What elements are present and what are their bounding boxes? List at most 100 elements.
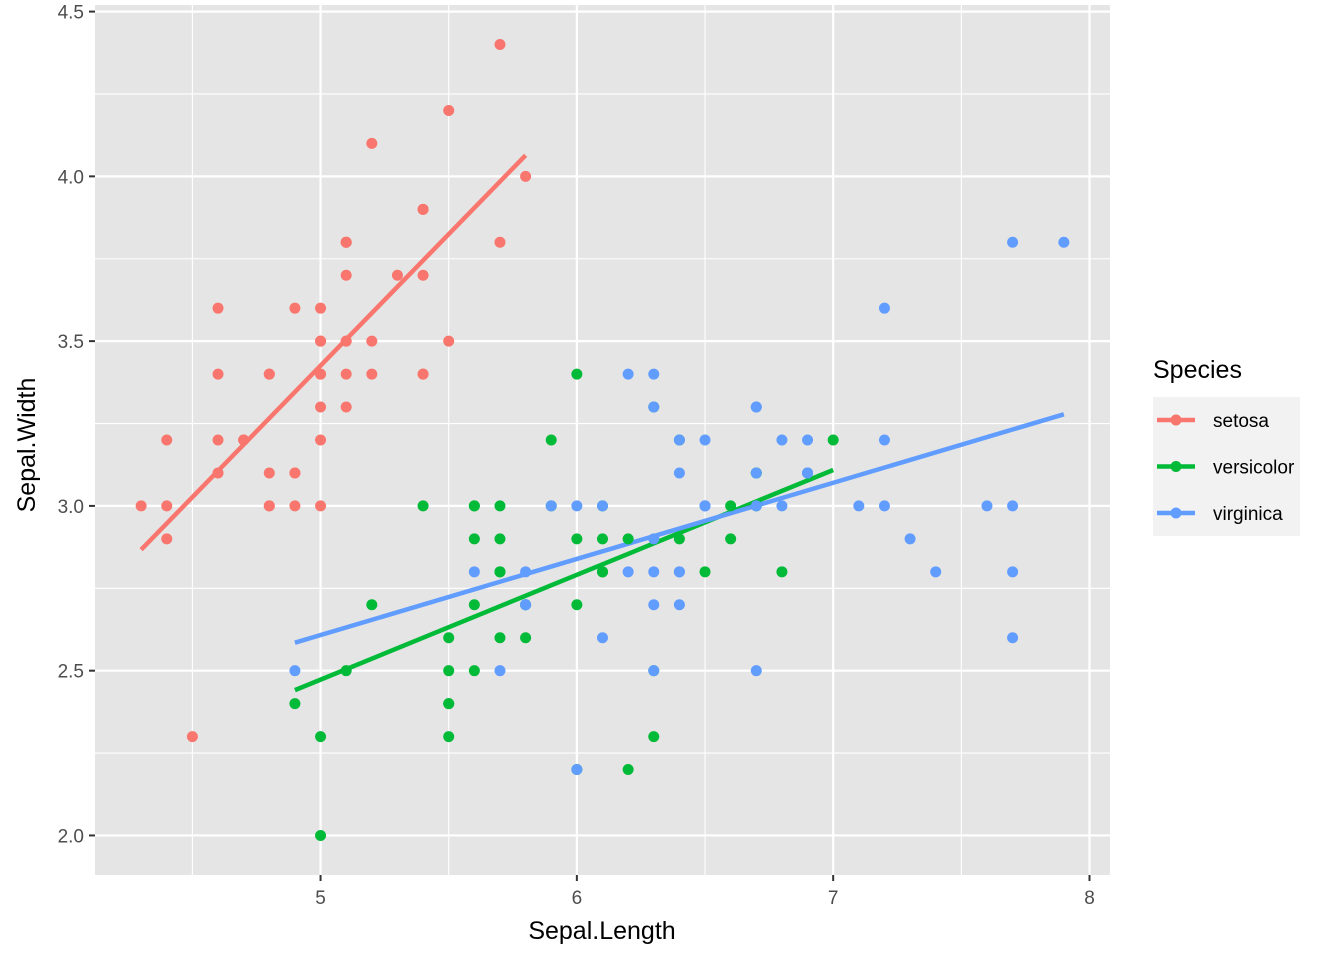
point-virginica [802, 467, 814, 479]
legend-point [1170, 507, 1182, 519]
y-tick-label: 2.0 [58, 826, 84, 847]
point-versicolor [340, 665, 352, 677]
point-virginica [648, 401, 660, 413]
point-virginica [673, 434, 685, 446]
point-versicolor [494, 533, 506, 545]
point-setosa [315, 434, 327, 446]
point-setosa [417, 203, 429, 215]
point-virginica [750, 500, 762, 512]
point-setosa [315, 302, 327, 314]
x-tick-label: 7 [828, 888, 839, 909]
point-setosa [161, 533, 173, 545]
point-setosa [417, 269, 429, 281]
point-virginica [1007, 500, 1019, 512]
point-versicolor [520, 632, 532, 644]
point-virginica [622, 566, 634, 578]
legend-item-versicolor: versicolor [1153, 443, 1295, 490]
point-versicolor [443, 632, 455, 644]
point-versicolor [417, 500, 429, 512]
point-setosa [520, 170, 532, 182]
point-setosa [161, 434, 173, 446]
point-versicolor [776, 566, 788, 578]
point-setosa [289, 467, 301, 479]
point-virginica [673, 599, 685, 611]
point-virginica [520, 599, 532, 611]
legend-title: Species [1153, 356, 1242, 384]
legend-label: setosa [1213, 411, 1269, 432]
point-setosa [315, 335, 327, 347]
point-virginica [1058, 236, 1070, 248]
point-setosa [315, 368, 327, 380]
point-virginica [673, 467, 685, 479]
point-versicolor [315, 829, 327, 841]
point-setosa [161, 500, 173, 512]
point-virginica [750, 665, 762, 677]
point-versicolor [468, 500, 480, 512]
legend-point [1170, 414, 1182, 426]
point-virginica [802, 434, 814, 446]
point-versicolor [494, 566, 506, 578]
legend-label: versicolor [1213, 458, 1295, 479]
point-setosa [135, 500, 147, 512]
point-versicolor [673, 533, 685, 545]
legend-item-virginica: virginica [1153, 490, 1283, 536]
point-versicolor [468, 599, 480, 611]
point-versicolor [725, 533, 737, 545]
point-virginica [648, 533, 660, 545]
point-versicolor [648, 731, 660, 743]
point-virginica [1007, 632, 1019, 644]
point-setosa [494, 236, 506, 248]
point-versicolor [597, 533, 608, 545]
point-setosa [366, 137, 378, 149]
point-virginica [981, 500, 993, 512]
point-setosa [212, 434, 224, 446]
point-setosa [212, 302, 224, 314]
point-versicolor [622, 533, 634, 545]
fit-line-versicolor [294, 467, 835, 693]
point-versicolor [571, 599, 583, 611]
data-points [135, 39, 1070, 841]
point-virginica [648, 368, 660, 380]
point-versicolor [597, 566, 608, 578]
point-virginica [545, 500, 557, 512]
point-versicolor [443, 731, 455, 743]
point-setosa [340, 236, 352, 248]
point-versicolor [699, 566, 711, 578]
plot-panel [95, 5, 1110, 875]
y-tick-label: 3.5 [58, 332, 84, 353]
point-virginica [878, 500, 890, 512]
y-axis-title: Sepal.Width [13, 378, 41, 513]
point-virginica [673, 566, 685, 578]
point-virginica [597, 632, 608, 644]
point-virginica [494, 665, 506, 677]
point-virginica [571, 764, 583, 776]
point-virginica [648, 566, 660, 578]
y-axis: 2.0 2.5 3.0 3.5 4.0 4.5 [58, 3, 95, 847]
x-tick-label: 6 [572, 888, 583, 909]
x-tick-label: 8 [1084, 888, 1095, 909]
point-setosa [366, 368, 378, 380]
point-virginica [750, 467, 762, 479]
point-setosa [494, 39, 506, 51]
point-versicolor [366, 599, 378, 611]
point-virginica [904, 533, 916, 545]
point-setosa [263, 368, 275, 380]
point-virginica [878, 302, 890, 314]
point-setosa [340, 401, 352, 413]
point-virginica [930, 566, 942, 578]
point-versicolor [827, 434, 839, 446]
legend-label: virginica [1213, 504, 1283, 525]
point-setosa [366, 335, 378, 347]
point-versicolor [494, 632, 506, 644]
point-virginica [853, 500, 865, 512]
point-setosa [212, 467, 224, 479]
point-setosa [315, 500, 327, 512]
y-tick-label: 3.0 [58, 497, 84, 518]
x-axis: 5 6 7 8 [315, 875, 1095, 909]
y-tick-label: 4.5 [58, 3, 84, 24]
x-tick-label: 5 [315, 888, 326, 909]
point-versicolor [443, 665, 455, 677]
point-versicolor [725, 500, 737, 512]
